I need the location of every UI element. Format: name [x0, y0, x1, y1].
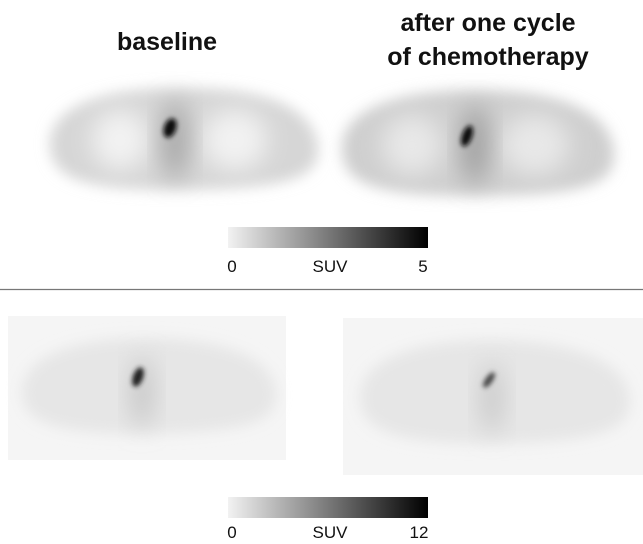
colorbar [228, 497, 428, 518]
pet-scan [8, 316, 286, 460]
scale-min: 0 [227, 257, 236, 276]
pet-scan [343, 318, 643, 475]
title: baseline [117, 28, 217, 56]
scale-max: 5 [418, 257, 427, 276]
scale-label: SUV [313, 257, 349, 276]
colorbar [228, 227, 428, 248]
pet-scan [341, 90, 615, 196]
scale-min: 0 [227, 523, 236, 542]
scale-max: 12 [410, 523, 429, 542]
pet-scan [49, 88, 319, 190]
title: after one cycle [400, 9, 575, 37]
title: of chemotherapy [387, 43, 589, 71]
scale-label: SUV [313, 523, 349, 542]
